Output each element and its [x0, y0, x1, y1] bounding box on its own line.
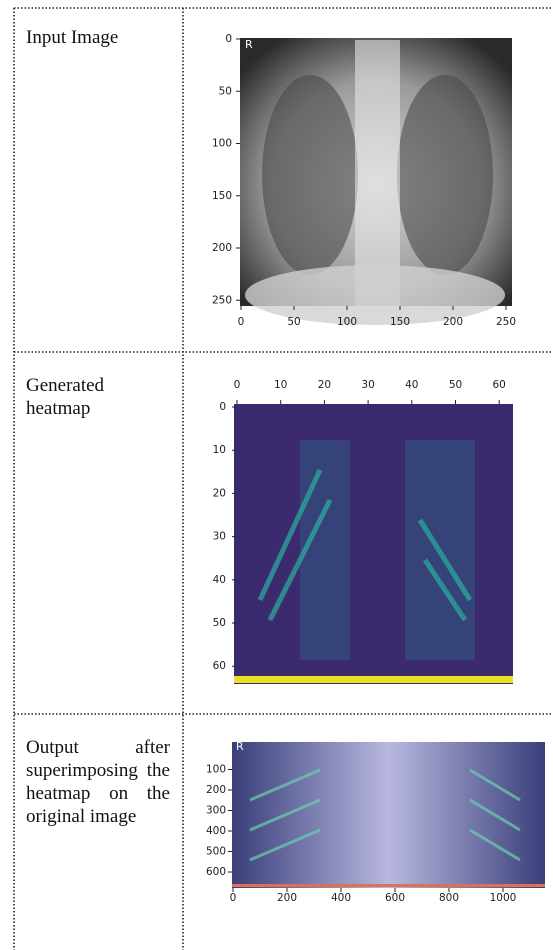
y-tick-label: 0 — [219, 401, 226, 413]
y-tick-label: 50 — [213, 617, 226, 629]
y-tick-label: 250 — [212, 294, 232, 306]
x-tick-label: 1000 — [490, 892, 517, 904]
y-tick-label: 100 — [212, 138, 232, 150]
x-tick-label: 200 — [277, 892, 297, 904]
x-tick-label: 60 — [493, 379, 506, 391]
y-tick-label: 50 — [219, 85, 232, 97]
y-tick-label: 200 — [212, 242, 232, 254]
row-label: Input Image — [26, 26, 170, 49]
x-tick-label: 10 — [274, 379, 287, 391]
x-tick-label: 0 — [230, 892, 237, 904]
x-tick-label: 600 — [385, 892, 405, 904]
x-tick-label: 800 — [439, 892, 459, 904]
x-tick-label: 50 — [449, 379, 462, 391]
x-tick-label: 150 — [390, 316, 410, 328]
overlay-image — [232, 742, 545, 888]
x-tick-label: 100 — [337, 316, 357, 328]
heatmap-image — [234, 404, 513, 684]
corner-label: R — [245, 38, 253, 51]
x-tick-label: 400 — [331, 892, 351, 904]
x-tick-label: 0 — [234, 379, 241, 391]
y-tick-label: 20 — [213, 487, 226, 499]
y-tick-label: 0 — [225, 33, 232, 45]
x-tick-label: 200 — [443, 316, 463, 328]
y-tick-label: 200 — [206, 784, 226, 796]
x-tick-label: 30 — [361, 379, 374, 391]
x-tick-label: 50 — [287, 316, 300, 328]
x-tick-label: 0 — [238, 316, 245, 328]
row-label: Generated heatmap — [26, 374, 170, 420]
y-tick-label: 600 — [206, 866, 226, 878]
y-tick-label: 100 — [206, 764, 226, 776]
y-tick-label: 300 — [206, 805, 226, 817]
page: 050100150200250050100150200250R010203040… — [0, 0, 553, 950]
row-label: Output after superimposing the heatmap o… — [26, 736, 170, 828]
y-tick-label: 60 — [213, 660, 226, 672]
x-tick-label: 40 — [405, 379, 418, 391]
y-tick-label: 30 — [213, 531, 226, 543]
x-tick-label: 250 — [496, 316, 516, 328]
x-tick-label: 20 — [318, 379, 331, 391]
y-tick-label: 150 — [212, 190, 232, 202]
y-tick-label: 10 — [213, 444, 226, 456]
y-tick-label: 400 — [206, 825, 226, 837]
xray-image — [240, 38, 512, 325]
corner-label: R — [236, 740, 244, 753]
y-tick-label: 500 — [206, 846, 226, 858]
y-tick-label: 40 — [213, 574, 226, 586]
